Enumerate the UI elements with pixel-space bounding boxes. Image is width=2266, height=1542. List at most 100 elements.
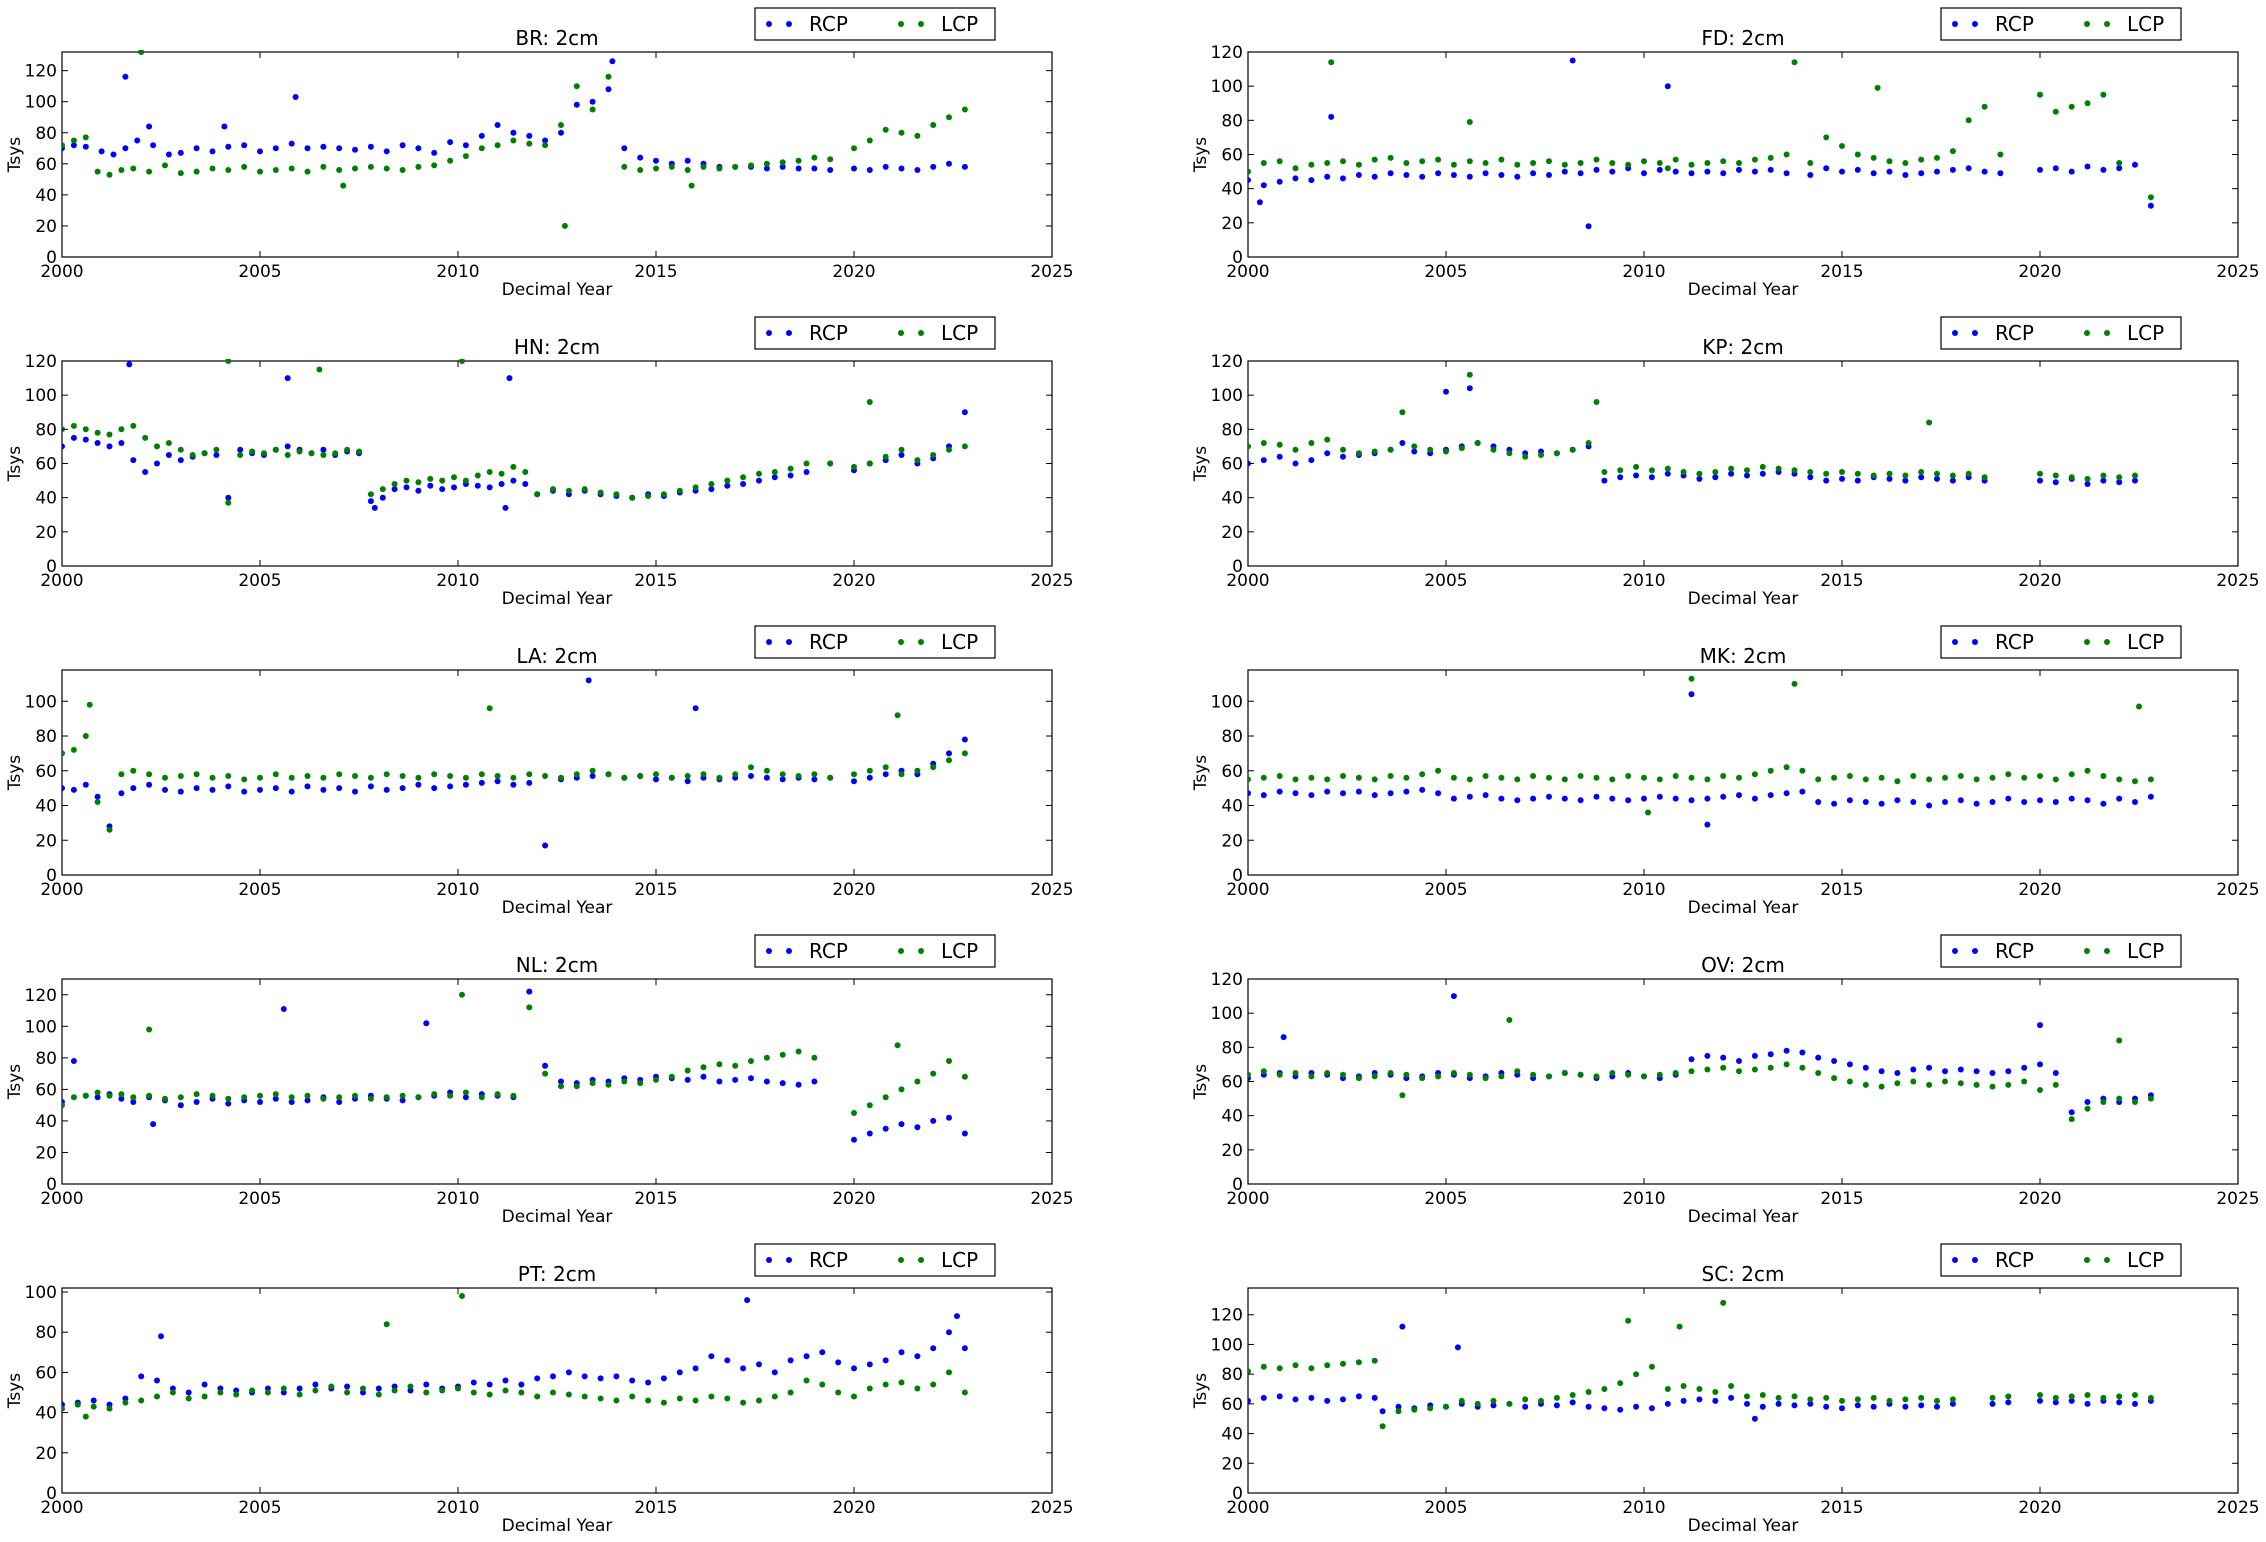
data-point: [1514, 161, 1521, 168]
data-point: [288, 140, 295, 147]
data-point: [1767, 767, 1774, 774]
data-point: [241, 776, 248, 783]
data-point: [1823, 1403, 1830, 1410]
data-point: [146, 1092, 153, 1099]
data-point: [1514, 173, 1521, 180]
x-tick-label: 2015: [634, 1189, 677, 1209]
legend-marker: [766, 330, 772, 336]
data-point: [779, 159, 786, 166]
data-point: [716, 165, 723, 172]
data-point: [2052, 479, 2059, 486]
data-point: [1569, 1392, 1576, 1398]
data-point: [1601, 1386, 1608, 1392]
legend-label-rcp: RCP: [1995, 321, 2034, 345]
x-tick-label: 2020: [832, 1189, 875, 1209]
panel-title: HN: 2cm: [514, 335, 600, 359]
data-point: [1498, 156, 1505, 163]
data-point: [1466, 793, 1473, 800]
data-point: [1656, 166, 1663, 173]
data-point: [352, 146, 358, 153]
data-point: [292, 94, 299, 100]
data-point: [320, 143, 327, 150]
data-point: [732, 771, 739, 778]
data-point: [558, 1078, 564, 1085]
data-point: [1989, 1070, 1996, 1076]
legend-marker: [1952, 639, 1958, 645]
data-point: [154, 460, 160, 467]
data-points: [62, 1293, 968, 1420]
panel-fd: 2000 2005 2010 2015 2020 2025 0 20 40 60 80 100 120 D…: [1191, 7, 2260, 300]
data-point: [1260, 440, 1267, 446]
data-point: [1942, 774, 1948, 781]
x-tick-label: 2000: [1226, 571, 1269, 591]
x-axis-label: Decimal Year: [1688, 1207, 1799, 1227]
data-point: [1308, 792, 1315, 799]
data-point: [882, 1357, 889, 1364]
data-point: [954, 1313, 960, 1320]
data-point: [447, 783, 454, 790]
data-point: [1720, 1064, 1727, 1071]
data-point: [534, 491, 541, 498]
data-point: [1514, 776, 1521, 783]
data-point: [1767, 1064, 1774, 1071]
data-point: [1466, 385, 1473, 392]
data-point: [1387, 1070, 1394, 1076]
data-point: [1874, 84, 1881, 91]
data-point: [1292, 1362, 1299, 1369]
data-point: [1450, 774, 1457, 781]
data-point: [1815, 799, 1822, 805]
data-point: [1957, 1080, 1964, 1087]
data-point: [542, 1062, 549, 1069]
data-point: [2052, 1399, 2059, 1406]
x-tick-label: 2015: [1820, 880, 1863, 900]
data-point: [1355, 1393, 1362, 1400]
data-point: [1371, 448, 1378, 455]
data-point: [399, 1097, 406, 1104]
y-tick-label: 100: [25, 1283, 57, 1303]
data-point: [1292, 1070, 1299, 1076]
data-point: [320, 163, 327, 170]
data-point: [1989, 799, 1996, 805]
data-point: [1419, 173, 1426, 180]
data-point: [930, 1381, 937, 1388]
data-point: [447, 773, 454, 779]
data-point: [217, 1389, 224, 1396]
x-tick-label: 2020: [2018, 1498, 2061, 1518]
data-point: [1387, 170, 1394, 177]
x-tick-label: 2000: [1226, 1189, 1269, 1209]
data-point: [284, 443, 291, 450]
data-point: [1308, 1073, 1315, 1080]
legend-box: [1940, 934, 2182, 968]
data-point: [787, 1389, 794, 1396]
data-point: [367, 498, 374, 505]
data-point: [264, 1389, 271, 1396]
data-point: [1609, 795, 1616, 802]
data-point: [1870, 170, 1877, 177]
y-axis-label: Tsys: [5, 137, 25, 173]
data-point: [261, 450, 267, 457]
data-point: [866, 1361, 873, 1368]
data-point: [1846, 797, 1853, 804]
data-point: [1751, 1415, 1758, 1422]
data-point: [367, 163, 374, 170]
data-point: [534, 1393, 541, 1400]
legend-label-rcp: RCP: [809, 12, 848, 36]
panel-title: NL: 2cm: [516, 953, 598, 977]
data-point: [637, 167, 644, 173]
data-point: [462, 781, 469, 788]
data-point: [459, 359, 465, 364]
y-tick-label: 80: [35, 727, 57, 747]
data-point: [1419, 1075, 1426, 1082]
data-point: [1664, 1400, 1671, 1407]
data-point: [605, 86, 612, 93]
data-point: [2052, 776, 2059, 783]
data-point: [1839, 1405, 1845, 1412]
data-point: [1617, 474, 1624, 481]
data-point: [930, 1117, 937, 1124]
data-point: [1399, 1323, 1406, 1330]
data-point: [336, 145, 343, 152]
panel-title: BR: 2cm: [515, 26, 598, 50]
data-point: [2037, 477, 2043, 484]
data-point: [1989, 1394, 1996, 1401]
